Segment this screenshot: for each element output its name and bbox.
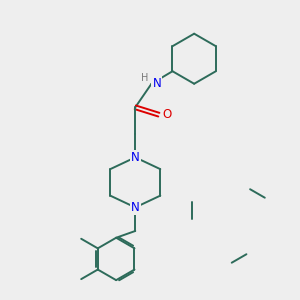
Text: H: H [141, 74, 149, 83]
Text: N: N [152, 77, 161, 90]
Text: N: N [131, 201, 140, 214]
Text: N: N [131, 151, 140, 164]
Text: O: O [163, 108, 172, 121]
